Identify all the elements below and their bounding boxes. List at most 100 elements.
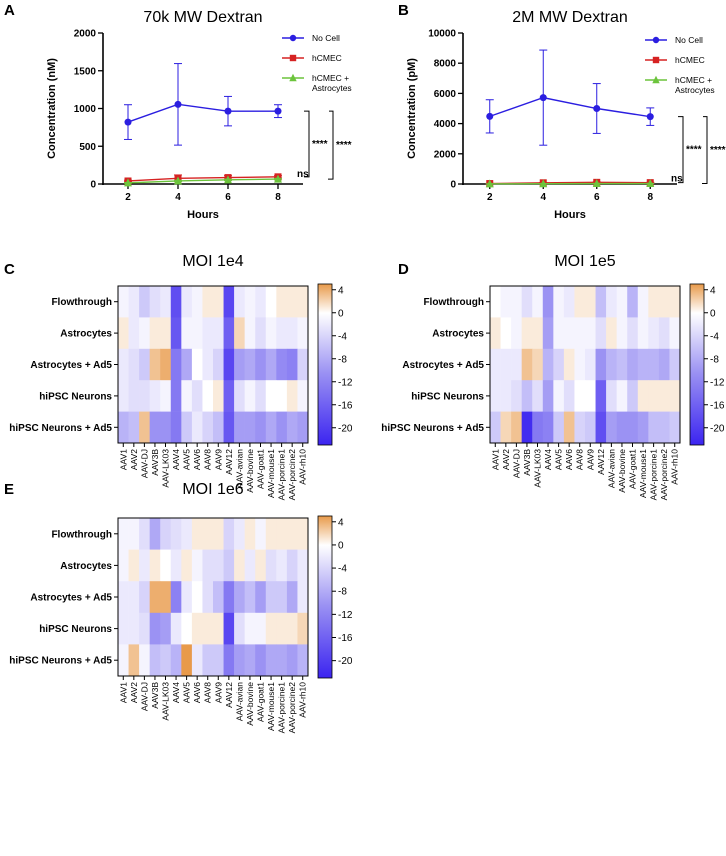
heatmap-cell bbox=[213, 380, 224, 412]
heatmap-cell bbox=[139, 581, 150, 614]
column-label: AAV2 bbox=[129, 682, 139, 703]
heatmap-cell bbox=[139, 644, 150, 677]
series-hcmec-astrocytes bbox=[124, 174, 282, 187]
column-label: AAV-bovine bbox=[617, 449, 627, 493]
column-label: AAV6 bbox=[192, 682, 202, 703]
colorbar bbox=[317, 515, 333, 679]
heatmap-cell bbox=[181, 518, 193, 550]
heatmap-cell bbox=[139, 348, 150, 381]
column-label: AAV-avian bbox=[234, 682, 244, 721]
heatmap-cell bbox=[297, 286, 309, 318]
column-label: AAV3B bbox=[150, 449, 160, 476]
heatmap-cell bbox=[191, 380, 203, 412]
column-label: AAV6 bbox=[192, 449, 202, 470]
heatmap-cell bbox=[574, 317, 586, 350]
column-label: AAV-bovine bbox=[245, 449, 255, 493]
heatmap-cell bbox=[170, 612, 182, 645]
heatmap-cell bbox=[276, 518, 288, 550]
heatmap-cell bbox=[160, 317, 172, 350]
heatmap-cell bbox=[181, 286, 193, 318]
row-label: hiPSC Neurons + Ad5 bbox=[381, 423, 484, 434]
series-hcmec-astrocytes bbox=[485, 179, 655, 188]
row-label: Flowthrough bbox=[51, 297, 112, 308]
heatmap-cell bbox=[286, 317, 298, 350]
marker-circle bbox=[124, 118, 132, 126]
y-tick-label: 0 bbox=[450, 180, 456, 191]
heatmap-cell bbox=[553, 348, 565, 381]
heatmap-cell bbox=[574, 348, 586, 381]
heatmap-cell bbox=[234, 411, 245, 444]
heatmap-cell bbox=[191, 549, 203, 582]
row-label: hiPSC Neurons bbox=[39, 624, 112, 635]
heatmap-cell bbox=[521, 317, 533, 350]
heatmap-cell bbox=[595, 348, 607, 381]
heatmap-cell bbox=[191, 411, 203, 444]
colorbar-tick-label: 4 bbox=[338, 285, 344, 296]
row-label: Flowthrough bbox=[51, 529, 112, 540]
row-label: hiPSC Neurons bbox=[39, 391, 112, 402]
heatmap-cell bbox=[658, 317, 670, 350]
heatmap-cell bbox=[139, 286, 150, 318]
legend-label: Astrocytes bbox=[312, 83, 352, 93]
heatmap-cell bbox=[255, 317, 267, 350]
row-label: hiPSC Neurons + Ad5 bbox=[9, 423, 112, 434]
heatmap-cell bbox=[297, 411, 309, 444]
heatmap-cell bbox=[500, 411, 512, 444]
heatmap-cell bbox=[128, 612, 140, 645]
column-label: AAV-goat1 bbox=[628, 449, 638, 489]
heatmap-cell bbox=[170, 549, 182, 582]
heatmap-cell bbox=[286, 518, 298, 550]
column-label: AAV-rh10 bbox=[670, 449, 680, 485]
heatmap-cell bbox=[627, 286, 639, 318]
column-label: AAV5 bbox=[554, 449, 564, 470]
column-label: AAV-rh10 bbox=[298, 682, 308, 718]
x-axis-label: Hours bbox=[554, 209, 586, 221]
heatmap-cell bbox=[563, 317, 575, 350]
column-label: AAV12 bbox=[224, 449, 234, 475]
colorbar-tick-label: 0 bbox=[338, 540, 344, 551]
legend-label: No Cell bbox=[312, 33, 340, 43]
heatmap-cell bbox=[627, 348, 639, 381]
y-tick-label: 2000 bbox=[74, 29, 97, 40]
marker-triangle bbox=[124, 178, 132, 187]
y-tick-label: 500 bbox=[79, 142, 96, 153]
column-label: AAV5 bbox=[182, 682, 192, 703]
heatmap-cell bbox=[574, 411, 586, 444]
heatmap-cell bbox=[213, 518, 224, 550]
heatmap-cell bbox=[553, 411, 565, 444]
y-tick-label: 4000 bbox=[434, 119, 457, 130]
heatmap-cell bbox=[170, 518, 182, 550]
heatmap-cell bbox=[511, 411, 522, 444]
column-label: AAV-goat1 bbox=[256, 682, 266, 722]
column-label: AAV4 bbox=[543, 449, 553, 470]
heatmap-cell bbox=[563, 286, 575, 318]
heatmap-cell bbox=[585, 317, 596, 350]
heatmap-cell bbox=[658, 348, 670, 381]
heatmap-cell bbox=[255, 549, 267, 582]
colorbar-tick-label: -20 bbox=[338, 656, 353, 667]
colorbar-tick-label: 4 bbox=[710, 285, 716, 296]
heatmap-cell bbox=[669, 348, 681, 381]
heatmap-cell bbox=[297, 549, 309, 582]
colorbar-tick-label: -16 bbox=[338, 400, 353, 411]
heatmap-cell bbox=[616, 380, 628, 412]
colorbar-tick-label: -4 bbox=[338, 331, 347, 342]
heatmap-cell bbox=[255, 380, 267, 412]
heatmap-cell bbox=[160, 411, 172, 444]
column-label: AAV-DJ bbox=[139, 682, 149, 711]
column-label: AAV9 bbox=[585, 449, 595, 470]
significance-label: **** bbox=[312, 139, 328, 150]
heatmap-cell bbox=[648, 411, 660, 444]
heatmap-cell bbox=[181, 380, 193, 412]
heatmap-cell bbox=[181, 612, 193, 645]
heatmap-cell bbox=[511, 317, 522, 350]
y-tick-label: 8000 bbox=[434, 59, 457, 70]
chart-title: 2M MW Dextran bbox=[512, 9, 628, 26]
heatmap-cell bbox=[500, 348, 512, 381]
heatmap-cell bbox=[585, 411, 596, 444]
heatmap-cell bbox=[191, 317, 203, 350]
heatmap-cell bbox=[149, 581, 161, 614]
column-label: AAV-porcine1 bbox=[277, 682, 287, 734]
heatmap-cell bbox=[265, 581, 277, 614]
